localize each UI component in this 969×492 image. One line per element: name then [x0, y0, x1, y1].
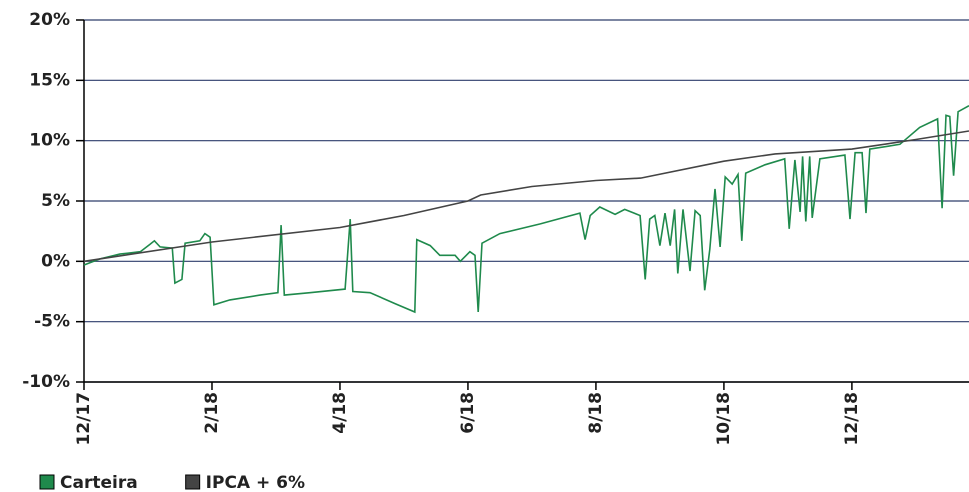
x-tick-label: 6/18	[458, 392, 478, 434]
y-tick-label: 20%	[29, 10, 70, 30]
x-tick-label: 2/18	[202, 392, 222, 434]
series-line	[83, 104, 969, 314]
legend-label: IPCA + 6%	[206, 473, 305, 492]
legend-swatch	[185, 474, 201, 490]
x-tick-label: 8/18	[586, 392, 606, 434]
x-tick-label: 10/18	[714, 392, 734, 446]
x-tick-label: 12/18	[842, 392, 862, 446]
y-tick-label: 5%	[41, 191, 70, 211]
x-tick-label: 12/17	[74, 392, 94, 446]
y-tick-label: -10%	[22, 372, 70, 392]
y-tick-label: 10%	[29, 131, 70, 151]
y-tick-label: 15%	[29, 70, 70, 90]
legend-swatch	[39, 474, 55, 490]
series-line	[83, 130, 969, 263]
x-tick-label: 4/18	[330, 392, 350, 434]
y-tick-label: -5%	[34, 312, 70, 332]
y-tick-label: 0%	[41, 251, 70, 271]
legend-label: Carteira	[60, 473, 138, 492]
